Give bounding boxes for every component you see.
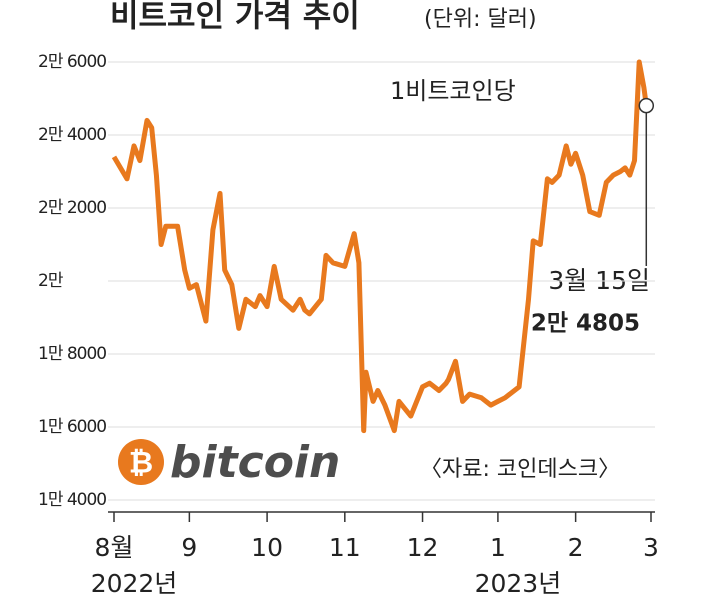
x-tick-label: 11 (329, 533, 361, 562)
y-tick-label: 2만 (38, 271, 64, 291)
x-tick-label: 10 (251, 533, 283, 562)
unit-note: 1비트코인당 (390, 77, 516, 105)
x-tick-label: 8월 (95, 533, 134, 562)
highlight-point (638, 97, 655, 114)
y-tick-label: 2만 4000 (38, 125, 106, 145)
y-tick-label: 1만 4000 (38, 490, 106, 510)
highlight-label: 2만 4805 (531, 311, 640, 337)
x-tick-label: 2 (568, 533, 584, 562)
year-label: 2023년 (475, 569, 562, 597)
price-line (111, 59, 649, 434)
y-tick-label: 1만 8000 (38, 344, 106, 364)
chart-title: 비트코인 가격 추이 (110, 0, 360, 35)
x-tick-label: 9 (181, 533, 197, 562)
chart-subtitle: (단위: 달러) (424, 7, 537, 32)
x-tick-label: 1 (490, 533, 506, 562)
x-tick-label: 12 (407, 533, 439, 562)
year-label: 2022년 (91, 569, 178, 597)
y-tick-label: 1만 6000 (38, 417, 106, 437)
y-tick-label: 2만 6000 (38, 52, 106, 72)
x-tick-label: 3 (643, 533, 659, 562)
logo-text: bitcoin (170, 437, 340, 488)
y-tick-label: 2만 2000 (38, 198, 106, 218)
logo-icon (118, 439, 164, 485)
source: 〈자료: 코인데스크〉 (420, 457, 620, 482)
logo-symbol: ₿ (129, 446, 153, 481)
